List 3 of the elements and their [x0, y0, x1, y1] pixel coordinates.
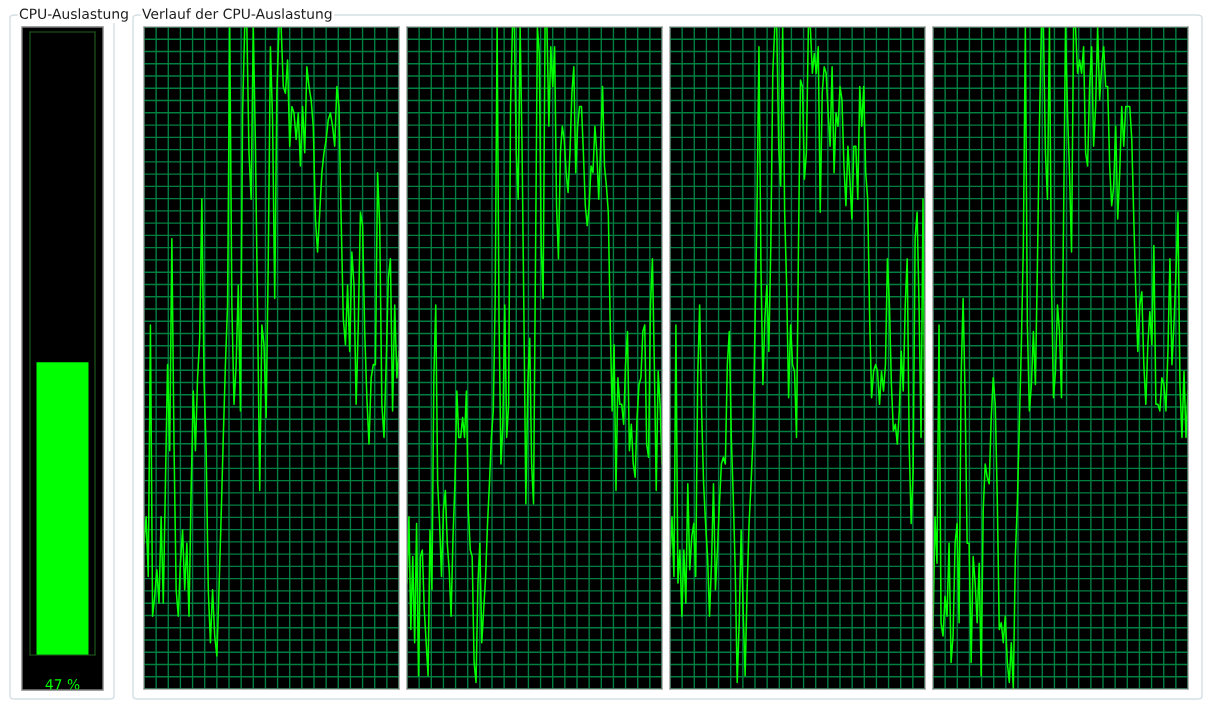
chart-title: CPU-Auslastung: [19, 8, 128, 22]
chart-title: Verlauf der CPU-Auslastung: [142, 8, 332, 22]
data-label: 47 %: [45, 679, 80, 690]
